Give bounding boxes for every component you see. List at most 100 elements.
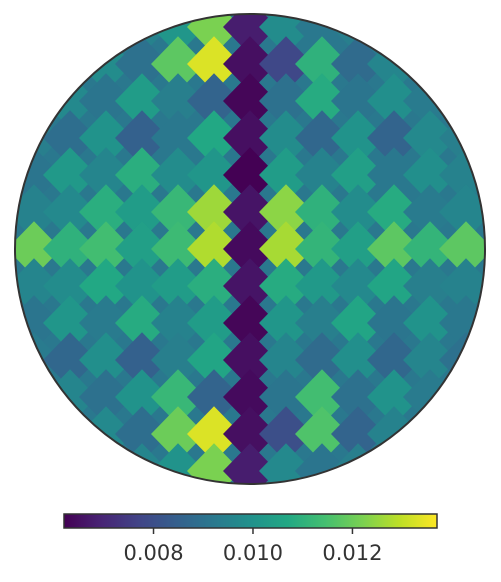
map-cell bbox=[367, 369, 421, 425]
map-cell bbox=[187, 14, 241, 55]
map-cell bbox=[439, 221, 485, 277]
map-cell bbox=[223, 221, 277, 277]
map-cell bbox=[187, 147, 241, 203]
map-cell bbox=[403, 332, 457, 388]
map-cell bbox=[331, 332, 385, 388]
map-cell bbox=[403, 295, 457, 351]
map-cell bbox=[295, 184, 349, 240]
map-cell bbox=[15, 406, 61, 462]
map-cell bbox=[43, 110, 97, 166]
map-cell bbox=[259, 73, 313, 129]
map-cell bbox=[187, 369, 241, 425]
map-cell bbox=[259, 184, 313, 240]
map-cell bbox=[223, 295, 277, 351]
map-cell bbox=[439, 443, 485, 484]
map-cell bbox=[295, 406, 349, 462]
map-cell bbox=[223, 73, 277, 129]
map-cell bbox=[439, 36, 485, 92]
map-cell bbox=[367, 110, 421, 166]
map-cell bbox=[115, 295, 169, 351]
map-cell bbox=[79, 369, 133, 425]
colorbar-tick-label: 0.012 bbox=[322, 541, 382, 565]
map-cell bbox=[151, 221, 205, 277]
map-cell bbox=[259, 443, 313, 484]
map-cell bbox=[43, 443, 97, 484]
map-cell bbox=[223, 406, 277, 462]
map-cell bbox=[223, 369, 277, 425]
map-cell bbox=[223, 147, 277, 203]
map-cell bbox=[43, 258, 97, 314]
map-cell bbox=[295, 110, 349, 166]
map-cell bbox=[367, 332, 421, 388]
map-cell bbox=[43, 332, 97, 388]
map-cell bbox=[295, 14, 349, 55]
map-cell bbox=[115, 147, 169, 203]
map-cell bbox=[151, 443, 205, 484]
map-cell bbox=[187, 258, 241, 314]
sphere-outline bbox=[14, 13, 486, 485]
map-cell bbox=[259, 369, 313, 425]
colorbar-tick-label: 0.008 bbox=[123, 541, 183, 565]
map-cell bbox=[115, 36, 169, 92]
map-cell bbox=[331, 258, 385, 314]
colorbar: 0.008 0.010 0.012 bbox=[63, 513, 438, 565]
map-cell bbox=[223, 36, 277, 92]
map-cell bbox=[187, 36, 241, 92]
map-cell bbox=[223, 443, 277, 484]
map-cell bbox=[295, 221, 349, 277]
map-cell bbox=[187, 110, 241, 166]
map-cell bbox=[151, 110, 205, 166]
map-cell bbox=[151, 14, 205, 55]
map-cell bbox=[295, 295, 349, 351]
map-cell bbox=[223, 258, 277, 314]
map-cell bbox=[259, 14, 313, 55]
map-cell bbox=[115, 258, 169, 314]
map-cell bbox=[259, 221, 313, 277]
map-cell bbox=[79, 258, 133, 314]
map-cell bbox=[115, 110, 169, 166]
map-cell bbox=[403, 443, 457, 484]
map-cell bbox=[439, 14, 485, 55]
map-cell bbox=[259, 147, 313, 203]
map-cell bbox=[79, 221, 133, 277]
map-cell bbox=[187, 73, 241, 129]
map-cell bbox=[331, 221, 385, 277]
map-cell bbox=[187, 295, 241, 351]
map-cell bbox=[151, 369, 205, 425]
map-cell bbox=[295, 258, 349, 314]
map-cell bbox=[403, 110, 457, 166]
map-cell bbox=[151, 36, 205, 92]
map-cell bbox=[331, 110, 385, 166]
map-cell bbox=[79, 110, 133, 166]
map-cell bbox=[223, 110, 277, 166]
map-cell bbox=[43, 221, 97, 277]
map-cell bbox=[151, 332, 205, 388]
map-cell bbox=[79, 332, 133, 388]
map-cell bbox=[187, 221, 241, 277]
map-cell bbox=[403, 14, 457, 55]
map-cell bbox=[15, 36, 61, 92]
map-cell bbox=[331, 184, 385, 240]
map-cell bbox=[79, 73, 133, 129]
map-cell bbox=[331, 73, 385, 129]
map-cell bbox=[367, 14, 421, 55]
map-cell bbox=[15, 221, 61, 277]
map-cell bbox=[331, 369, 385, 425]
map-cell bbox=[115, 369, 169, 425]
map-cell bbox=[367, 258, 421, 314]
map-cell bbox=[223, 332, 277, 388]
map-cell bbox=[403, 258, 457, 314]
map-cell bbox=[151, 184, 205, 240]
map-cell bbox=[15, 443, 61, 484]
map-cell bbox=[259, 110, 313, 166]
map-cell bbox=[151, 406, 205, 462]
map-cell bbox=[367, 443, 421, 484]
map-cell bbox=[403, 221, 457, 277]
colorbar-gradient bbox=[63, 513, 438, 529]
map-cell bbox=[151, 258, 205, 314]
map-cell bbox=[187, 443, 241, 484]
map-cell bbox=[295, 147, 349, 203]
map-cell bbox=[223, 14, 277, 55]
map-cell bbox=[151, 295, 205, 351]
